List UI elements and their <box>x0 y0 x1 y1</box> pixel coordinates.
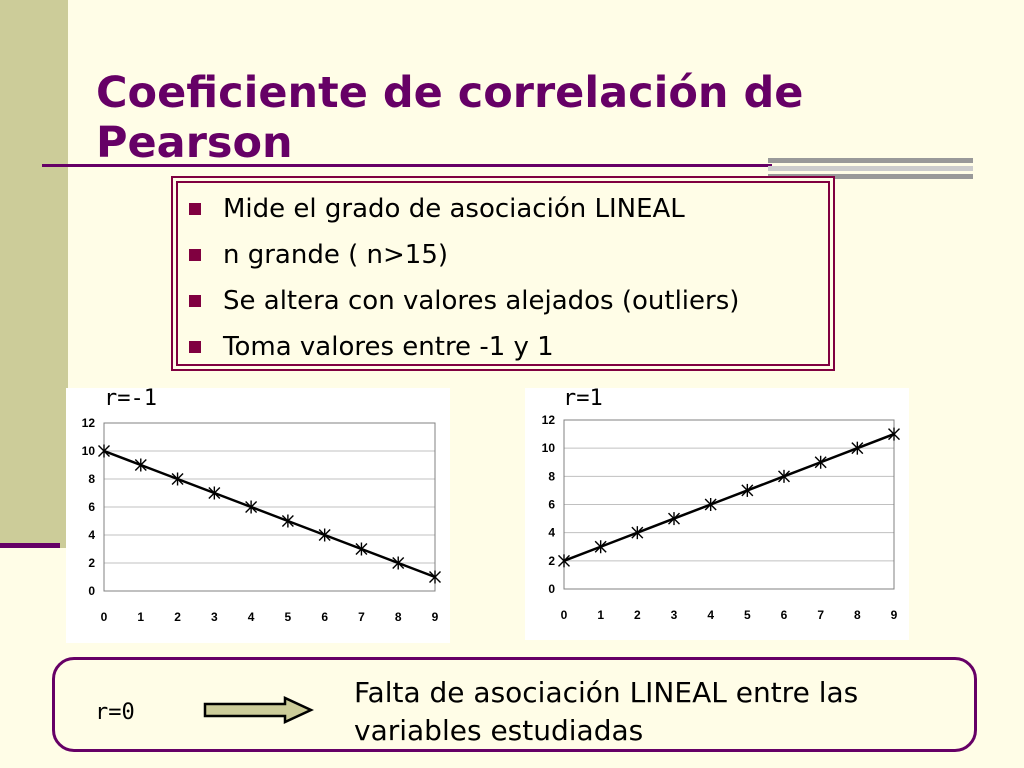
y-tick-label: 4 <box>548 526 555 540</box>
data-point <box>98 444 110 458</box>
data-point <box>429 570 441 584</box>
data-point <box>668 512 680 526</box>
x-tick-label: 8 <box>395 610 402 624</box>
square-bullet-icon <box>189 203 201 215</box>
x-tick-label: 0 <box>101 610 108 624</box>
decorative-bar-middle <box>768 166 973 171</box>
series-line <box>563 432 895 563</box>
chart-negative-title: r=-1 <box>104 386 157 411</box>
r-zero-label: r=0 <box>95 700 135 725</box>
data-point <box>281 514 294 528</box>
conclusion-line2: variables estudiadas <box>354 714 644 747</box>
data-point <box>888 427 900 441</box>
data-point <box>594 540 607 554</box>
y-tick-label: 0 <box>548 582 555 596</box>
bullet-list: Mide el grado de asociación LINEAL n gra… <box>173 178 833 370</box>
slide-title-line2: Pearson <box>96 118 293 168</box>
x-tick-label: 7 <box>817 608 824 622</box>
x-tick-label: 9 <box>891 608 898 622</box>
bullet-item: Se altera con valores alejados (outliers… <box>189 278 833 324</box>
x-tick-label: 2 <box>174 610 181 624</box>
x-tick-label: 1 <box>137 610 144 624</box>
square-bullet-icon <box>189 341 201 353</box>
chart-negative-correlation: 0 2 4 6 8 10 12 0 1 2 3 4 5 6 7 8 9 <box>66 388 450 643</box>
x-tick-label: 5 <box>744 608 751 622</box>
data-point <box>778 469 790 483</box>
data-point <box>208 486 221 500</box>
y-tick-label: 12 <box>82 416 96 430</box>
plot-area <box>563 419 895 590</box>
y-tick-label: 2 <box>548 554 555 568</box>
slide-title-line1: Coeficiente de correlación de <box>96 68 804 118</box>
chart-positive-title: r=1 <box>563 386 603 411</box>
x-tick-label: 3 <box>671 608 678 622</box>
x-tick-label: 7 <box>358 610 365 624</box>
conclusion-line1: Falta de asociación LINEAL entre las <box>354 676 859 709</box>
bullet-box: Mide el grado de asociación LINEAL n gra… <box>171 176 835 371</box>
side-accent-band <box>0 0 68 548</box>
data-point <box>392 556 405 570</box>
y-tick-label: 4 <box>88 528 95 542</box>
x-tick-label: 4 <box>248 610 255 624</box>
data-point <box>704 498 717 511</box>
data-point <box>814 455 827 469</box>
x-tick-label: 1 <box>597 608 604 622</box>
title-underline <box>42 164 772 167</box>
x-tick-label: 6 <box>321 610 328 624</box>
y-tick-label: 6 <box>548 498 555 512</box>
conclusion-box <box>52 657 977 752</box>
data-point <box>355 542 368 556</box>
y-tick-label: 8 <box>548 469 555 483</box>
data-point <box>631 526 644 540</box>
y-tick-label: 10 <box>82 444 96 458</box>
conclusion-text: Falta de asociación LINEAL entre las var… <box>354 674 954 750</box>
x-tick-label: 2 <box>634 608 641 622</box>
x-tick-label: 0 <box>561 608 568 622</box>
x-tick-label: 3 <box>211 610 218 624</box>
bullet-item: Mide el grado de asociación LINEAL <box>189 186 833 232</box>
bullet-text: Mide el grado de asociación LINEAL <box>223 194 685 224</box>
y-tick-label: 6 <box>88 500 95 514</box>
y-tick-label: 0 <box>88 584 95 598</box>
data-point <box>851 441 864 455</box>
data-point <box>134 458 147 472</box>
square-bullet-icon <box>189 249 201 261</box>
series-line <box>103 449 436 579</box>
plot-area <box>103 422 436 592</box>
data-point <box>741 483 754 497</box>
data-point <box>171 472 184 486</box>
y-tick-label: 8 <box>88 472 95 486</box>
x-tick-label: 6 <box>781 608 788 622</box>
chart-positive-correlation: 0 2 4 6 8 10 12 0 1 2 3 4 5 6 7 8 9 <box>525 388 909 640</box>
right-arrow-icon <box>203 696 314 724</box>
y-tick-label: 2 <box>88 556 95 570</box>
y-tick-label: 10 <box>542 441 556 455</box>
x-tick-label: 5 <box>285 610 292 624</box>
x-tick-label: 4 <box>707 608 714 622</box>
side-accent-rule <box>0 543 60 548</box>
bullet-text: n grande ( n>15) <box>223 240 449 270</box>
x-tick-label: 9 <box>432 610 439 624</box>
x-tick-label: 8 <box>854 608 861 622</box>
y-tick-label: 12 <box>542 413 556 427</box>
square-bullet-icon <box>189 295 201 307</box>
bullet-text: Se altera con valores alejados (outliers… <box>223 286 740 316</box>
bullet-text: Toma valores entre -1 y 1 <box>223 332 554 362</box>
decorative-bar-top <box>768 158 973 163</box>
slide-title: Coeficiente de correlación de Pearson <box>96 68 803 168</box>
decorative-bar-bottom <box>768 174 973 179</box>
data-point <box>318 528 331 542</box>
bullet-item: n grande ( n>15) <box>189 232 833 278</box>
bullet-item: Toma valores entre -1 y 1 <box>189 324 833 370</box>
data-point <box>558 554 570 568</box>
data-point <box>245 500 258 514</box>
